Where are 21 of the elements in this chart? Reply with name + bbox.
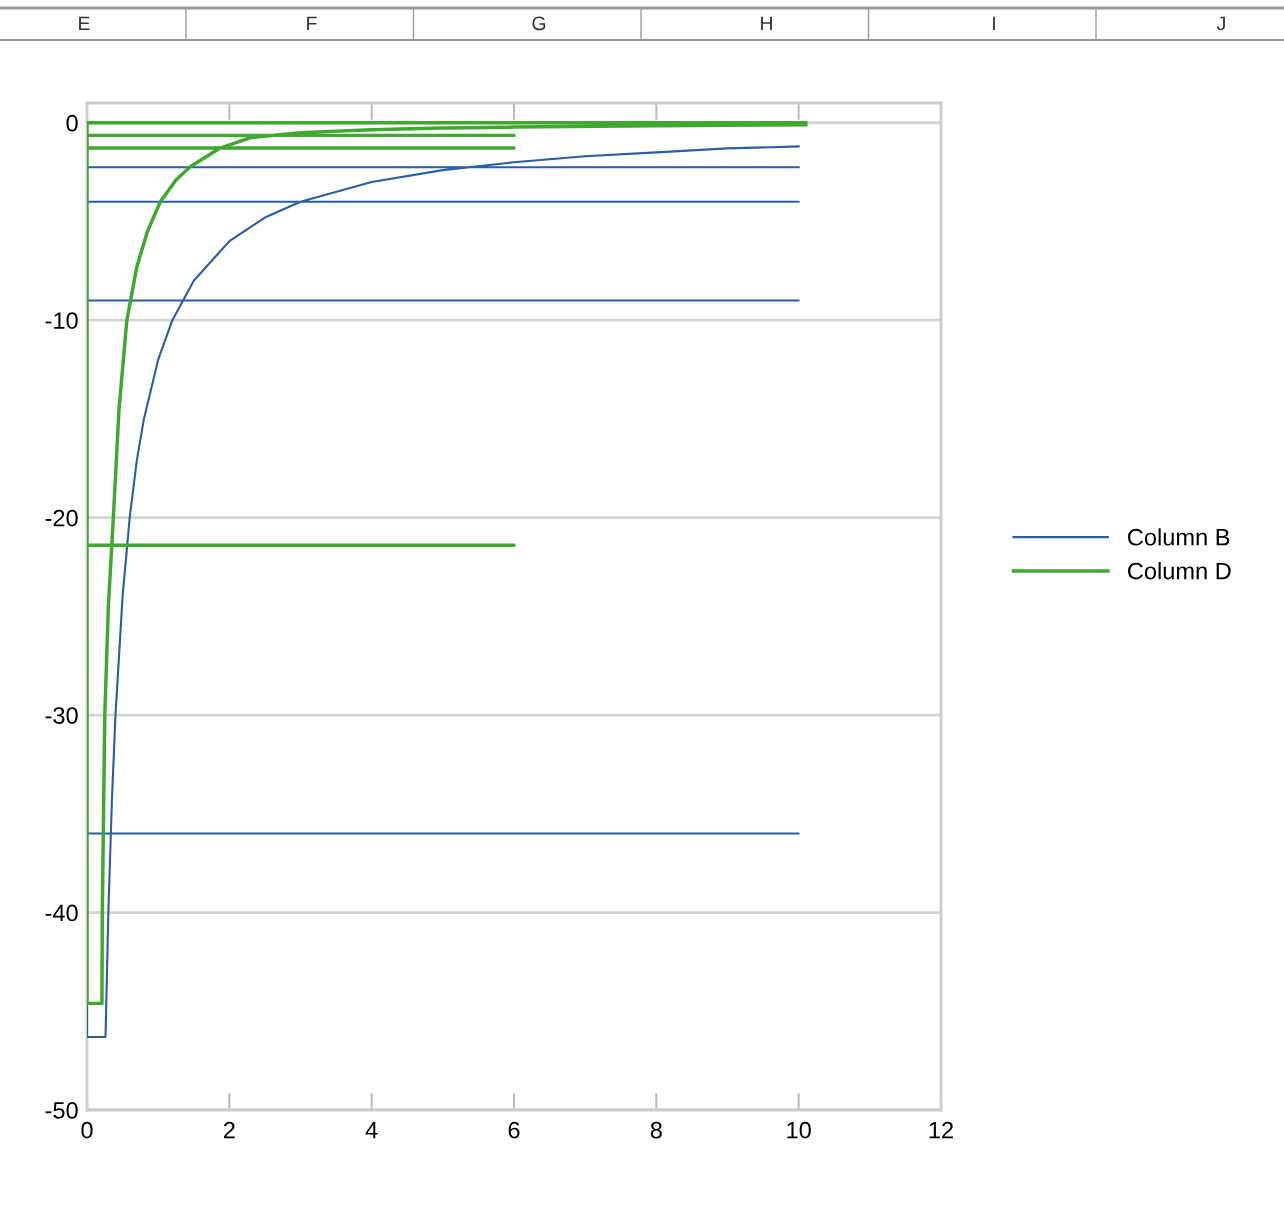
x-tick-label: 4 xyxy=(365,1121,378,1139)
x-tick-label: 8 xyxy=(650,1121,662,1139)
text: I xyxy=(993,16,995,31)
text: F xyxy=(307,16,317,31)
y-tick-label: 0 xyxy=(66,114,78,132)
x-tick-label: 12 xyxy=(929,1121,953,1139)
x-tick-label: 2 xyxy=(223,1121,235,1139)
x-tick-label: 6 xyxy=(508,1121,520,1139)
text: J xyxy=(1216,16,1225,31)
text: H xyxy=(761,16,772,31)
text: E xyxy=(79,16,90,31)
y-tick-label: -30 xyxy=(45,707,78,724)
x-tick-label: 0 xyxy=(81,1121,93,1139)
legend-label: Column B xyxy=(1128,528,1230,546)
y-tick-label: -50 xyxy=(45,1102,78,1119)
y-tick-label: -10 xyxy=(45,312,78,329)
y-tick-label: -20 xyxy=(45,509,78,527)
text: G xyxy=(532,16,546,31)
y-tick-label: -40 xyxy=(45,904,78,922)
legend-label: Column D xyxy=(1128,562,1231,580)
x-tick-label: 10 xyxy=(787,1121,811,1139)
